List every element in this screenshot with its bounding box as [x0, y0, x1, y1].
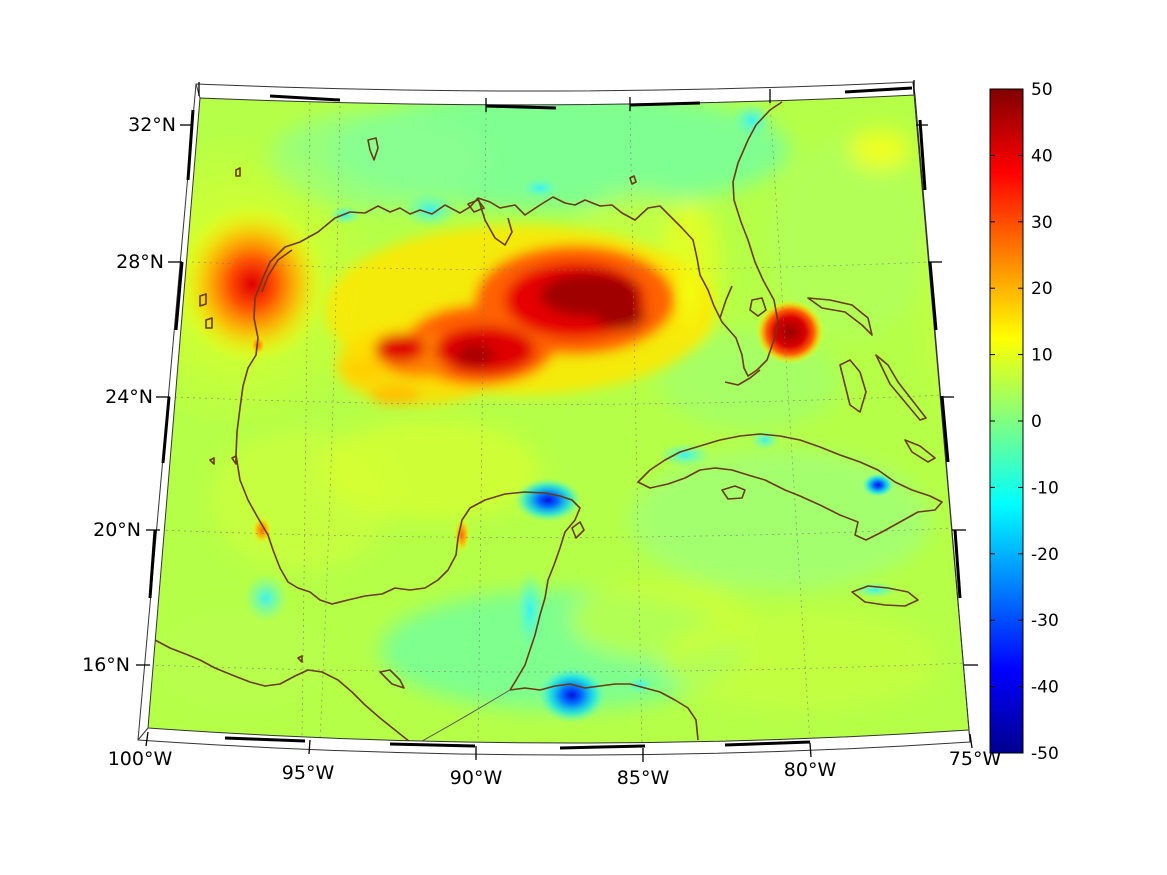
mexico-gulf-coast	[235, 297, 581, 691]
coastlines	[154, 101, 943, 744]
bahamas-andros	[839, 359, 867, 413]
colorbar-tick-label: -10	[1031, 478, 1059, 498]
mexico-pacific-coast	[154, 639, 411, 743]
inland-lake-9	[231, 455, 237, 465]
colorbar: 50 40 30 20 10 0 -10 -20 -30 -40 -50	[989, 80, 1059, 764]
jamaica	[851, 585, 919, 607]
louisiana-low	[402, 192, 458, 228]
lat-label-20: 20°N	[93, 519, 141, 541]
florida-nw-low	[732, 102, 772, 138]
central-gulf-high	[325, 225, 715, 405]
mississippi-delta	[477, 197, 513, 246]
isla-juventud	[721, 485, 746, 500]
colorbar-ticks: 50 40 30 20 10 0 -10 -20 -30 -40 -50	[990, 80, 1059, 764]
yucatan-north-low	[514, 478, 582, 522]
havana-low	[751, 430, 779, 450]
lon-label-95w: 95°W	[282, 762, 335, 784]
veracruz-yellow	[252, 516, 272, 544]
colorbar-tick-label: 40	[1031, 146, 1053, 166]
graticule	[149, 96, 967, 744]
lat-label-16: 16°N	[82, 654, 130, 676]
field-variation	[150, 95, 969, 710]
florida-keys	[724, 369, 761, 386]
bahamas-abaco	[807, 297, 873, 336]
inland-lake-4	[199, 293, 207, 307]
honduras-north-coast	[509, 683, 699, 741]
colorbar-tick-label: 0	[1031, 412, 1042, 432]
inland-lake-7	[379, 669, 405, 689]
colorbar-tick-label: 30	[1031, 213, 1053, 233]
jamaica-low	[853, 582, 897, 598]
lat-label-24: 24°N	[105, 386, 153, 408]
tamaulipas-yellow	[250, 335, 266, 355]
lon-label-75w: 75°W	[949, 748, 1002, 770]
veracruz-low	[244, 574, 288, 622]
florida-west-yellow	[672, 245, 708, 335]
lake-okeechobee	[749, 297, 767, 317]
colorbar-tick-label: 20	[1031, 279, 1053, 299]
inland-lake-1	[367, 137, 379, 161]
lake-pontchartrain	[467, 199, 485, 213]
lat-label-28: 28°N	[116, 251, 164, 273]
lat-axis: 32°N 28°N 24°N 20°N 16°N	[82, 114, 978, 676]
cuba-west-low	[659, 443, 711, 467]
lon-label-85w: 85°W	[617, 767, 670, 789]
honduras-low	[538, 667, 606, 723]
inland-lake-5	[205, 317, 213, 329]
inland-lake-3	[235, 167, 241, 177]
bahamas-south	[904, 439, 936, 463]
colorbar-gradient	[989, 88, 1024, 754]
colorbar-tick-label: 50	[1031, 80, 1053, 100]
inland-lake-8	[209, 457, 215, 465]
inland-lake-6	[297, 655, 303, 663]
belize-low	[516, 570, 544, 650]
lon-label-90w: 90°W	[450, 767, 503, 789]
cuba-east-low	[862, 473, 894, 497]
colorbar-tick-label: -20	[1031, 545, 1059, 565]
map-area	[148, 95, 969, 744]
cozumel	[571, 521, 585, 539]
florida-bay	[719, 285, 733, 319]
mississippi-low	[522, 178, 558, 198]
colorbar-tick-label: -40	[1031, 678, 1059, 698]
texas-barrier	[261, 249, 293, 293]
colorbar-tick-label: -30	[1031, 611, 1059, 631]
lat-label-32: 32°N	[128, 114, 176, 136]
country-border	[414, 689, 511, 744]
texas-coast-core	[177, 204, 327, 364]
us-gulf-coast	[254, 101, 783, 377]
lon-axis: 100°W 95°W 90°W 85°W 80°W 75°W	[108, 80, 1002, 789]
lon-label-100w: 100°W	[108, 748, 173, 770]
lon-label-80w: 80°W	[784, 759, 837, 781]
inland-lake-2	[629, 175, 637, 185]
texas-north-low	[329, 205, 361, 225]
cuba	[637, 433, 943, 541]
miami-high	[756, 300, 824, 364]
colorbar-tick-label: 10	[1031, 346, 1053, 366]
colorbar-tick-label: -50	[1031, 744, 1059, 764]
bahamas-eleuthera	[875, 354, 927, 421]
